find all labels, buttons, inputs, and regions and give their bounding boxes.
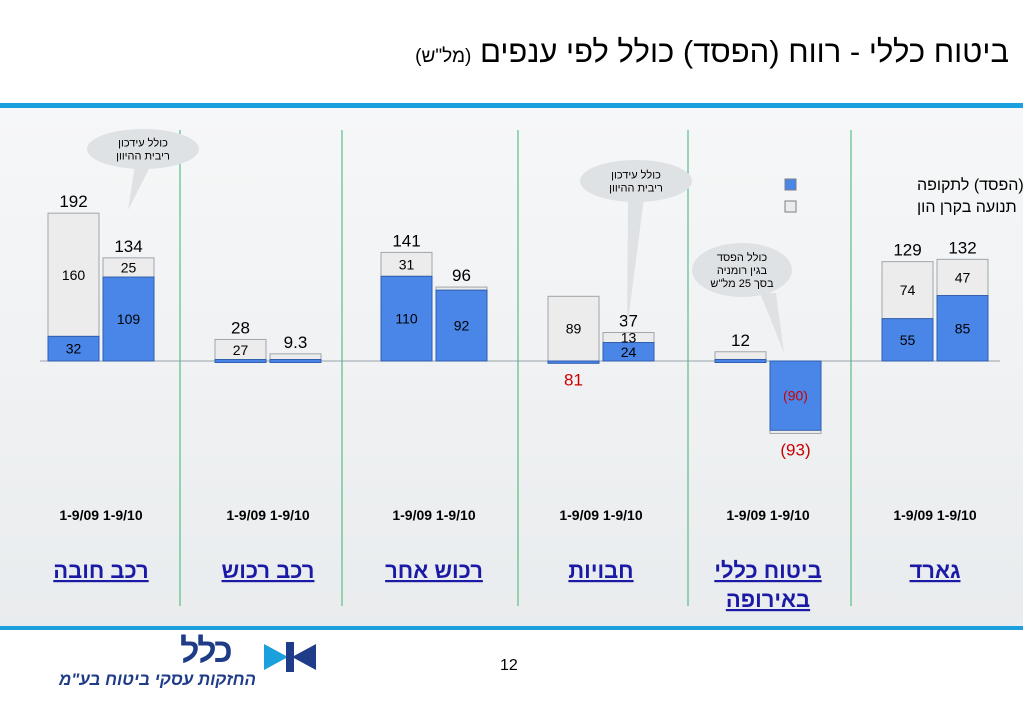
callout-line-2-1: בגין רומניה	[717, 265, 768, 277]
bar-capital-label-10: 74	[900, 282, 916, 298]
bar-capital-label-1: 25	[121, 259, 137, 275]
callout-bubble-0	[87, 129, 199, 169]
legend-entry-1: תנועה בקרן הון	[917, 199, 1017, 216]
bar-capital-label-2: 27	[233, 342, 249, 358]
bar-profit-9	[769, 360, 822, 431]
top-accent-line	[0, 103, 1023, 108]
callout-text-1: כולל עידכון ריבית ההיוון	[609, 169, 663, 195]
period-labels-3: 1-9/09 1-9/10	[559, 507, 642, 523]
callout-line-2-2: בסך 25 מל"ש	[710, 277, 774, 290]
bar-total-label-6: 81	[564, 370, 583, 389]
bar-capital-8	[714, 351, 767, 360]
bar-total-label-5: 96	[452, 266, 471, 285]
bar-capital-label-0: 160	[62, 267, 86, 283]
bar-total-label-9: (93)	[780, 440, 810, 459]
page-number: 12	[500, 657, 518, 674]
bar-total-label-2: 28	[231, 318, 250, 337]
bar-total-label-8: 12	[731, 331, 750, 350]
period-labels-2: 1-9/09 1-9/10	[392, 507, 475, 523]
callout-line-2-0: כולל הפסד	[717, 251, 767, 264]
period-labels-1: 1-9/09 1-9/10	[226, 507, 309, 523]
chart: 192 32 160 134 109 25 28 27 9.3 141 110 31 96 92 81 89 3…	[40, 129, 1023, 612]
bar-profit-8	[714, 359, 767, 363]
group-label-line1-4: ביטוח כללי	[714, 558, 821, 583]
legend-swatch-0	[784, 178, 797, 191]
bar-profit-11	[936, 295, 989, 362]
legend-entry-0: רווח (הפסד) לתקופה	[917, 176, 1023, 194]
bar-total-label-7: 37	[619, 312, 638, 331]
bar-profit-10	[881, 318, 934, 362]
bar-profit-label-9: (90)	[783, 388, 808, 404]
bar-profit-0	[47, 335, 100, 362]
bar-total-label-3: 9.3	[284, 333, 308, 352]
bar-profit-label-0: 32	[66, 341, 82, 357]
period-labels-0: 1-9/09 1-9/10	[59, 507, 142, 523]
bar-profit-1	[102, 276, 155, 362]
bar-total-label-4: 141	[392, 231, 420, 250]
legend-swatch-1	[784, 200, 797, 213]
bar-capital-label-6: 89	[566, 321, 582, 337]
bar-capital-11	[936, 258, 989, 297]
logo-mark-icon	[264, 642, 316, 672]
bar-total-label-10: 129	[893, 241, 921, 260]
group-label-0: רכב חובה	[53, 558, 148, 583]
period-labels-5: 1-9/09 1-9/10	[893, 507, 976, 523]
callout-line-1-1: ריבית ההיוון	[609, 183, 663, 195]
callout-pointer-0	[128, 165, 151, 210]
bar-total-label-11: 132	[948, 238, 976, 257]
callout-text-0: כולל עידכון ריבית ההיוון	[116, 137, 170, 163]
bar-profit-label-11: 85	[955, 320, 971, 336]
callout-bubble-1	[580, 160, 692, 202]
chart-panel	[0, 108, 1023, 628]
bar-capital-label-11: 47	[955, 269, 971, 285]
slide-title-text: ביטוח כללי - רווח (הפסד) כולל לפי ענפים	[479, 34, 1009, 69]
company-logo: כלל החזקות עסקי ביטוח בע"מ	[34, 632, 316, 696]
bar-profit-7	[602, 342, 655, 362]
callout-pointer-1	[627, 198, 644, 329]
bar-profit-6	[547, 360, 600, 364]
callout-line-1-0: כולל עידכון	[611, 169, 661, 182]
bar-profit-label-10: 55	[900, 332, 916, 348]
callout-bubble-2	[692, 243, 792, 297]
bar-profit-label-1: 109	[117, 311, 141, 327]
group-label-5: גארד	[909, 558, 960, 583]
callout-text-2: כולל הפסד בגין רומניה בסך 25 מל"ש	[710, 251, 774, 290]
group-label-1: רכב רכוש	[222, 558, 315, 583]
callout-line-0-0: כולל עידכון	[118, 137, 168, 150]
bottom-accent-line	[0, 626, 1023, 630]
callout-pointer-2	[760, 293, 784, 353]
logo-tagline: החזקות עסקי ביטוח בע"מ	[58, 670, 256, 689]
slide-title: ביטוח כללי - רווח (הפסד) כולל לפי ענפים …	[415, 34, 1009, 70]
bar-profit-label-7: 24	[621, 344, 637, 360]
logo-word: כלל	[180, 632, 233, 670]
bar-total-label-0: 192	[59, 192, 87, 211]
bar-capital-label-7: 13	[621, 330, 637, 346]
bar-profit-4	[380, 275, 433, 362]
bar-capital-label-4: 31	[399, 256, 415, 272]
group-label-line2-4: באירופה	[726, 587, 810, 612]
bar-profit-3	[269, 359, 322, 363]
bar-capital-6	[547, 295, 600, 362]
callout-line-0-1: ריבית ההיוון	[116, 151, 170, 163]
period-labels-4: 1-9/09 1-9/10	[726, 507, 809, 523]
bar-profit-label-4: 110	[395, 311, 418, 327]
bar-profit-2	[214, 359, 267, 363]
bar-total-label-1: 134	[114, 237, 142, 256]
group-label-3: חבויות	[568, 558, 633, 583]
slide-title-unit: (מל"ש)	[415, 46, 472, 67]
group-label-2: רכוש אחר	[385, 558, 483, 583]
bar-profit-label-5: 92	[454, 318, 470, 334]
bar-profit-5	[435, 289, 488, 362]
